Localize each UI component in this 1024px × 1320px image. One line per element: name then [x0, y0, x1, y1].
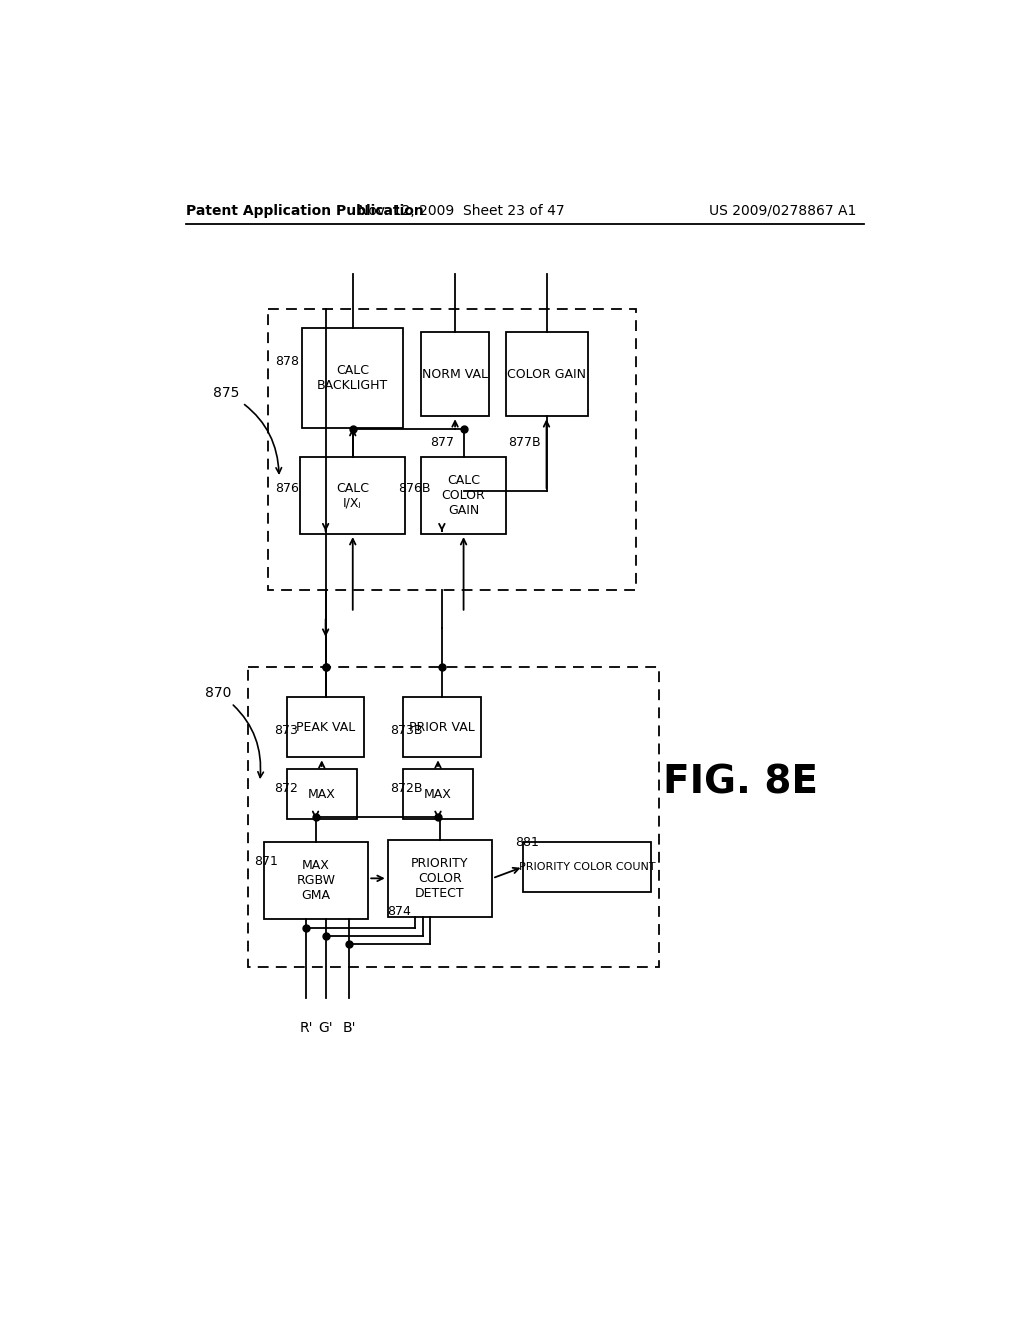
Text: 870: 870: [206, 686, 263, 777]
Bar: [421, 331, 489, 416]
Bar: [287, 770, 356, 818]
Text: MAX: MAX: [424, 788, 452, 800]
Bar: [523, 842, 651, 892]
Text: 873: 873: [273, 725, 298, 738]
Text: PEAK VAL: PEAK VAL: [296, 721, 355, 734]
Text: B': B': [342, 1020, 355, 1035]
Text: 877B: 877B: [508, 436, 541, 449]
Text: 876B: 876B: [397, 482, 430, 495]
Text: CALC
COLOR
GAIN: CALC COLOR GAIN: [441, 474, 485, 517]
Bar: [248, 667, 658, 966]
Text: Nov. 12, 2009  Sheet 23 of 47: Nov. 12, 2009 Sheet 23 of 47: [358, 203, 564, 218]
Bar: [403, 770, 473, 818]
Bar: [287, 697, 365, 758]
Text: 878: 878: [275, 355, 299, 368]
Text: 876: 876: [275, 482, 299, 495]
Bar: [403, 697, 480, 758]
Text: R': R': [299, 1020, 313, 1035]
Text: 873B: 873B: [390, 725, 423, 738]
Text: 875: 875: [213, 385, 282, 474]
Text: US 2009/0278867 A1: US 2009/0278867 A1: [710, 203, 856, 218]
Bar: [302, 327, 403, 428]
Text: 871: 871: [254, 855, 279, 869]
Text: PRIORITY COLOR COUNT: PRIORITY COLOR COUNT: [519, 862, 655, 873]
Bar: [267, 309, 636, 590]
Text: CALC
BACKLIGHT: CALC BACKLIGHT: [317, 364, 388, 392]
Bar: [421, 457, 506, 535]
Text: 872: 872: [273, 781, 298, 795]
Bar: [300, 457, 404, 535]
Text: 877: 877: [430, 436, 455, 449]
Text: 874: 874: [388, 906, 412, 919]
Text: MAX: MAX: [308, 788, 336, 800]
Text: 881: 881: [515, 836, 540, 849]
Bar: [388, 840, 493, 917]
Text: PRIORITY
COLOR
DETECT: PRIORITY COLOR DETECT: [412, 857, 469, 900]
Text: Patent Application Publication: Patent Application Publication: [186, 203, 424, 218]
Text: PRIOR VAL: PRIOR VAL: [409, 721, 475, 734]
Bar: [506, 331, 588, 416]
Text: MAX
RGBW
GMA: MAX RGBW GMA: [296, 859, 336, 902]
Bar: [263, 842, 369, 919]
Text: NORM VAL: NORM VAL: [422, 367, 488, 380]
Text: COLOR GAIN: COLOR GAIN: [507, 367, 587, 380]
Text: 872B: 872B: [390, 781, 423, 795]
Text: CALC
I/Xⱼ: CALC I/Xⱼ: [336, 482, 369, 510]
Text: G': G': [318, 1020, 333, 1035]
Text: FIG. 8E: FIG. 8E: [663, 763, 818, 801]
